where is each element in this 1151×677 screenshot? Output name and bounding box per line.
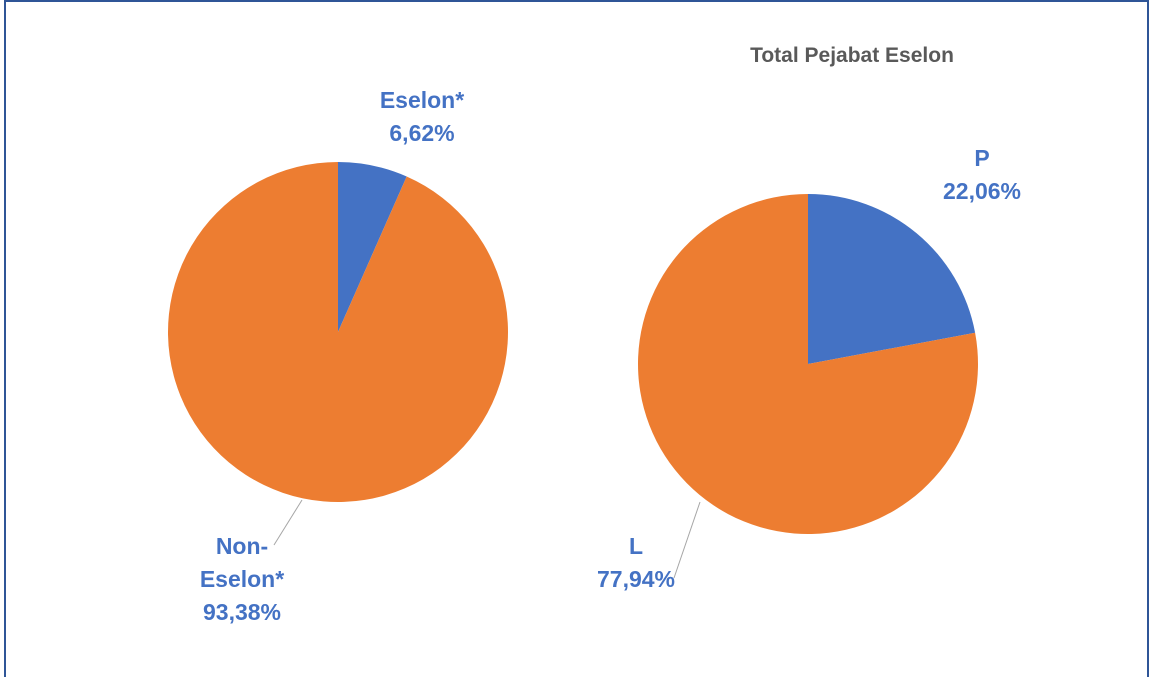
pie-slice [808, 194, 976, 364]
slice-label: Non-Eselon* [199, 533, 285, 592]
pie-slice [338, 162, 407, 332]
slice-value-label: 77,94% [596, 566, 675, 592]
slice-label: P [974, 145, 990, 171]
leader-line [673, 501, 701, 579]
slice-value-label: 6,62% [389, 120, 455, 146]
chart-title: Total Pejabat Eselon [750, 44, 954, 67]
slice-value-label: 93,38% [202, 599, 281, 625]
pie-slice [638, 194, 978, 534]
leader-line [273, 499, 303, 546]
slice-value-label: 22,06% [942, 178, 1021, 204]
chart-frame: Eselon* 6,62% Non-Eselon* 93,38% P 22,06% L 77,… [4, 0, 1149, 677]
slice-label: L [628, 533, 644, 559]
pie-slice [168, 162, 508, 503]
slice-label: Eselon* [379, 87, 465, 113]
